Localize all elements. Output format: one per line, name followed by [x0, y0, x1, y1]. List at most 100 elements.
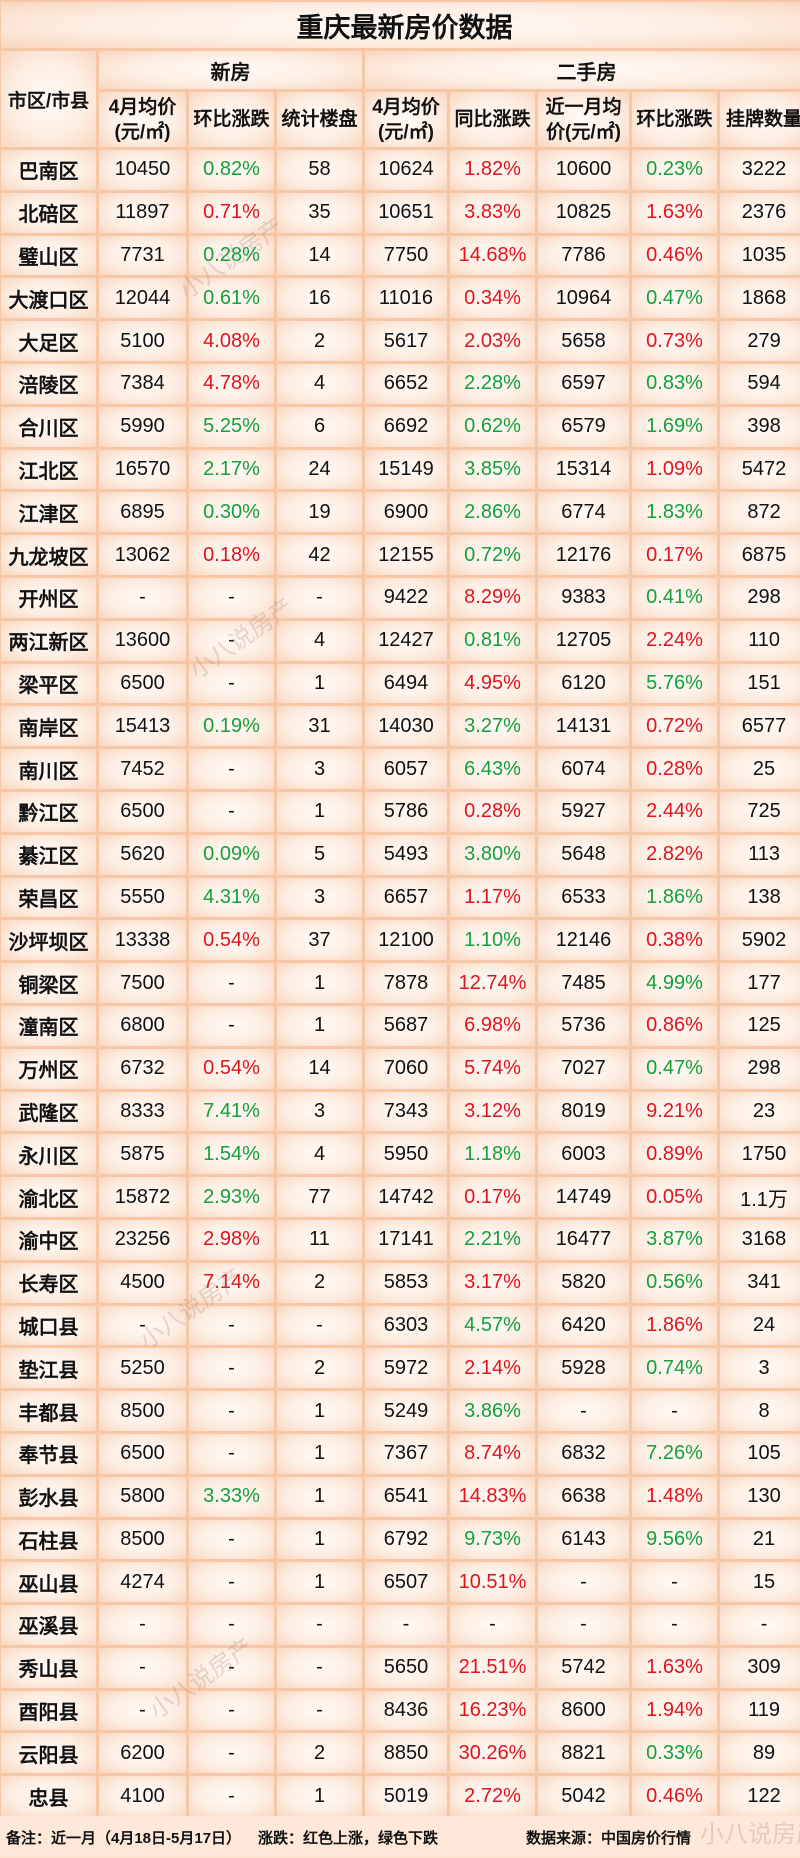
table-row: 渝中区 23256 2.98% 11 17141 2.21% 16477 3.87% 3168	[1, 1219, 800, 1260]
cell-used-yoy: -	[450, 1605, 535, 1645]
cell-new-mom: -	[189, 620, 274, 661]
table-row: 两江新区 13600-4 12427 0.81% 12705 2.24% 110	[1, 620, 800, 661]
cell-used-yoy: 14.68%	[450, 235, 535, 276]
cell-used-mom: 0.86%	[632, 1005, 717, 1046]
cell-new-mom: -	[189, 1776, 274, 1817]
cell-used-mom: 0.73%	[632, 321, 717, 361]
cell-city: 北碚区	[1, 192, 96, 233]
cell-listings: 151	[720, 663, 800, 704]
cell-city: 彭水县	[1, 1476, 96, 1517]
cell-new-price: 4274	[99, 1562, 186, 1603]
cell-new-count: 4	[277, 620, 362, 661]
cell-used-mom: 0.38%	[632, 920, 717, 961]
cell-used-mom: 1.94%	[632, 1690, 717, 1731]
cell-listings: 341	[720, 1262, 800, 1303]
cell-used-mom: 9.56%	[632, 1519, 717, 1560]
cell-listings: 119	[720, 1690, 800, 1731]
cell-used-mom: 0.56%	[632, 1262, 717, 1303]
table-row: 涪陵区 7384 4.78% 4 6652 2.28% 6597 0.83% 594	[1, 363, 800, 404]
cell-city: 江津区	[1, 492, 96, 533]
cell-used-price: 12427	[365, 620, 447, 661]
cell-used-price: 5853	[365, 1262, 447, 1303]
cell-used-recent: 6120	[538, 663, 629, 704]
table-row: 沙坪坝区 13338 0.54% 37 12100 1.10% 12146 0.38% 5902	[1, 920, 800, 961]
cell-listings: 1.1万	[720, 1177, 800, 1217]
cell-used-mom: -	[632, 1562, 717, 1603]
cell-used-recent: 5736	[538, 1005, 629, 1046]
footer-note: 备注：近一月（4月18日-5月17日）	[6, 1830, 242, 1847]
table-row: 云阳县 6200-2 8850 30.26% 8821 0.33% 89	[1, 1733, 800, 1774]
cell-city: 丰都县	[1, 1391, 96, 1431]
cell-used-price: 6303	[365, 1305, 447, 1346]
table-row: 铜梁区 7500-1 7878 12.74% 7485 4.99% 177	[1, 963, 800, 1003]
cell-used-yoy: 2.28%	[450, 363, 535, 404]
cell-used-mom: 1.63%	[632, 192, 717, 233]
cell-new-count: 1	[277, 1776, 362, 1817]
cell-new-price: -	[99, 1605, 186, 1645]
cell-new-price: -	[99, 577, 186, 618]
cell-new-mom: 0.09%	[189, 834, 274, 875]
cell-used-yoy: 0.17%	[450, 1177, 535, 1217]
table-row: 彭水县 5800 3.33% 1 6541 14.83% 6638 1.48% 130	[1, 1476, 800, 1517]
cell-new-price: 5875	[99, 1134, 186, 1175]
cell-city: 奉节县	[1, 1433, 96, 1474]
cell-new-price: 10450	[99, 150, 186, 190]
cell-used-price: 5950	[365, 1134, 447, 1175]
cell-listings: 3168	[720, 1219, 800, 1260]
table-row: 长寿区 4500 7.14% 2 5853 3.17% 5820 0.56% 341	[1, 1262, 800, 1303]
cell-listings: -	[720, 1605, 800, 1645]
cell-used-mom: 0.47%	[632, 278, 717, 319]
cell-listings: 3222	[720, 150, 800, 190]
cell-new-mom: 0.54%	[189, 1048, 274, 1089]
cell-city: 酉阳县	[1, 1690, 96, 1731]
cell-used-yoy: 6.98%	[450, 1005, 535, 1046]
cell-new-count: 14	[277, 1048, 362, 1089]
cell-listings: 1750	[720, 1134, 800, 1175]
header-used-price: 4月均价(元/㎡)	[365, 92, 447, 147]
cell-new-count: -	[277, 577, 362, 618]
cell-new-mom: -	[189, 1433, 274, 1474]
cell-listings: 105	[720, 1433, 800, 1474]
cell-used-price: 5972	[365, 1348, 447, 1389]
cell-used-price: 6507	[365, 1562, 447, 1603]
table-row: 巴南区 10450 0.82% 58 10624 1.82% 10600 0.23% 3222	[1, 150, 800, 190]
header-used-mom: 环比涨跌	[632, 92, 717, 147]
cell-city: 万州区	[1, 1048, 96, 1089]
cell-listings: 5902	[720, 920, 800, 961]
cell-used-mom: 0.41%	[632, 577, 717, 618]
cell-used-mom: 0.23%	[632, 150, 717, 190]
cell-new-count: -	[277, 1305, 362, 1346]
cell-listings: 1868	[720, 278, 800, 319]
cell-listings: 25	[720, 749, 800, 789]
table-row: 北碚区 11897 0.71% 35 10651 3.83% 10825 1.63% 2376	[1, 192, 800, 233]
cell-new-price: -	[99, 1305, 186, 1346]
cell-new-mom: -	[189, 1348, 274, 1389]
cell-new-price: 12044	[99, 278, 186, 319]
cell-city: 城口县	[1, 1305, 96, 1346]
cell-used-yoy: 8.29%	[450, 577, 535, 618]
cell-new-price: 5250	[99, 1348, 186, 1389]
cell-new-mom: -	[189, 1305, 274, 1346]
cell-new-count: 1	[277, 963, 362, 1003]
cell-listings: 1035	[720, 235, 800, 276]
cell-listings: 8	[720, 1391, 800, 1431]
cell-used-recent: 9383	[538, 577, 629, 618]
cell-city: 沙坪坝区	[1, 920, 96, 961]
cell-used-mom: 2.24%	[632, 620, 717, 661]
cell-new-mom: -	[189, 1391, 274, 1431]
cell-used-recent: 5042	[538, 1776, 629, 1817]
cell-used-mom: 1.09%	[632, 449, 717, 490]
cell-used-price: 5617	[365, 321, 447, 361]
footer-source: 数据来源：中国房价行情	[526, 1830, 692, 1847]
cell-city: 石柱县	[1, 1519, 96, 1560]
cell-new-count: 1	[277, 791, 362, 832]
cell-city: 铜梁区	[1, 963, 96, 1003]
cell-listings: 594	[720, 363, 800, 404]
table-row: 潼南区 6800-1 5687 6.98% 5736 0.86% 125	[1, 1005, 800, 1046]
footer: 备注：近一月（4月18日-5月17日） 涨跌：红色上涨，绿色下跌 数据来源：中国…	[0, 1816, 800, 1857]
cell-city: 武隆区	[1, 1091, 96, 1132]
cell-city: 江北区	[1, 449, 96, 490]
cell-listings: 309	[720, 1647, 800, 1688]
cell-used-recent: 8600	[538, 1690, 629, 1731]
cell-city: 永川区	[1, 1134, 96, 1175]
